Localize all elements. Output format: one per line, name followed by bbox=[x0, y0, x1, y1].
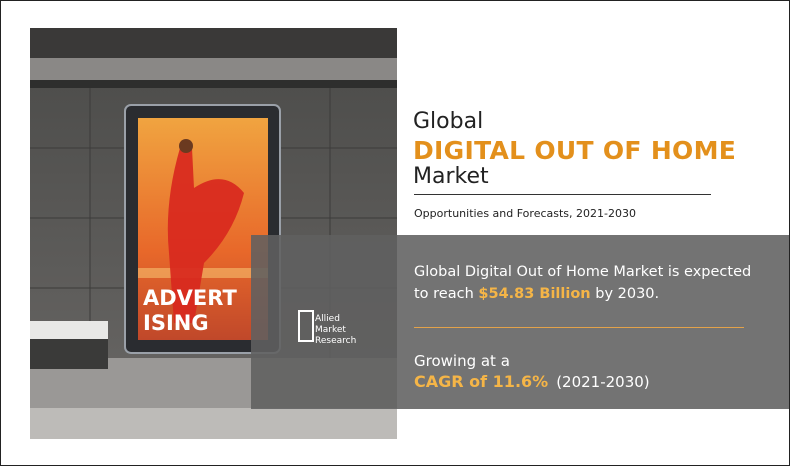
title-main: DIGITAL OUT OF HOME bbox=[413, 136, 737, 165]
growth-intro: Growing at a bbox=[414, 352, 510, 370]
logo-text: Market bbox=[315, 325, 346, 335]
title-prefix: Global bbox=[413, 109, 484, 134]
billboard-text: ISING bbox=[143, 311, 209, 335]
logo-text: Allied bbox=[315, 314, 340, 324]
highlight-box bbox=[251, 235, 789, 409]
title-suffix: Market bbox=[413, 164, 489, 189]
divider bbox=[414, 327, 744, 328]
logo-text: Research bbox=[315, 336, 356, 346]
market-value: $54.83 Billion bbox=[478, 286, 591, 302]
divider bbox=[414, 194, 711, 195]
billboard-text: ADVERT bbox=[143, 286, 238, 310]
period: (2021-2030) bbox=[556, 373, 650, 391]
statement-text: by 2030. bbox=[595, 286, 660, 302]
cagr: CAGR of 11.6% bbox=[414, 372, 549, 391]
growth: CAGR of 11.6% (2021-2030) bbox=[414, 372, 650, 391]
logo: Allied Market Research bbox=[298, 310, 356, 346]
photo: ADVERT ISING bbox=[30, 28, 397, 439]
statement-text: Global Digital Out of Home Market is exp… bbox=[414, 264, 752, 302]
subtitle: Opportunities and Forecasts, 2021-2030 bbox=[414, 207, 636, 220]
statement: Global Digital Out of Home Market is exp… bbox=[414, 261, 764, 305]
